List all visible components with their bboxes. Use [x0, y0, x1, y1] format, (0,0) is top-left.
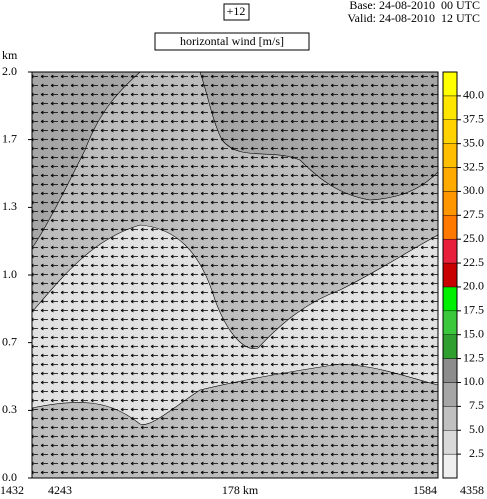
wind-arrows [32, 72, 438, 478]
colorbar-tick-label: 20.0 [463, 279, 484, 293]
colorbar-swatch [442, 310, 458, 335]
colorbar-swatch [442, 286, 458, 312]
colorbar-tick-label: 15.0 [463, 326, 484, 340]
colorbar-tick-label: 35.0 [463, 135, 484, 149]
colorbar-tick-label: 22.5 [463, 255, 484, 269]
colorbar-swatch [442, 167, 458, 192]
colorbar-swatch [442, 143, 458, 168]
colorbar-swatch [442, 382, 458, 407]
colorbar-tick-label: 40.0 [463, 88, 484, 102]
colorbar-swatch [442, 95, 458, 120]
colorbar-tick-label: 32.5 [463, 159, 484, 173]
colorbar-swatch [442, 262, 458, 288]
y-tick-label: 1.0 [2, 267, 17, 281]
field-title: horizontal wind [m/s] [180, 34, 284, 48]
colorbar-tick-label: 27.5 [463, 207, 484, 221]
step-box [223, 3, 250, 21]
colorbar-frame [442, 71, 458, 479]
colorbar-swatch [442, 119, 458, 144]
colorbar-tick-label: 17.5 [463, 303, 484, 317]
y-tick-label: 1.7 [2, 131, 17, 145]
y-tick-label: 0.0 [2, 470, 17, 484]
x-label: 178 km [222, 483, 259, 497]
x-label: 4243 [48, 483, 72, 497]
colorbar-swatch [442, 238, 458, 264]
colorbar-swatch [442, 453, 458, 479]
colorbar-tick-label: 10.0 [463, 374, 484, 388]
field-box [154, 32, 310, 51]
y-tick-label: 0.3 [2, 402, 17, 416]
colorbar-swatch [442, 71, 458, 97]
y-tick-label: 0.7 [2, 334, 17, 348]
field [32, 72, 438, 478]
colorbar-tick-label: 30.0 [463, 183, 484, 197]
y-axis-label: km [2, 48, 18, 62]
colorbar-swatch [442, 334, 458, 359]
colorbar-tick-label: 2.5 [469, 446, 484, 460]
valid-time: Valid: 24-08-2010 12 UTC [347, 11, 480, 25]
colorbar-tick-label: 37.5 [463, 112, 484, 126]
colorbar-tick-label: 5.0 [469, 422, 484, 436]
colorbar-swatch [442, 215, 458, 240]
base-time: Base: 24-08-2010 00 UTC [349, 0, 480, 12]
colorbar-tick-label: 7.5 [469, 398, 484, 412]
colorbar-swatch [442, 430, 458, 455]
colorbar-swatch [442, 406, 458, 431]
colorbar-tick-label: 12.5 [463, 350, 484, 364]
x-label: 1584 [413, 483, 437, 497]
colorbar-swatch [442, 358, 458, 383]
x-label: 1432 [0, 483, 24, 497]
x-label: 4358 [460, 483, 484, 497]
forecast-step: +12 [227, 4, 246, 18]
colorbar-tick-label: 25.0 [463, 231, 484, 245]
y-tick-label: 2.0 [2, 64, 17, 78]
colorbar-swatch [442, 191, 458, 216]
y-tick-label: 1.3 [2, 199, 17, 213]
